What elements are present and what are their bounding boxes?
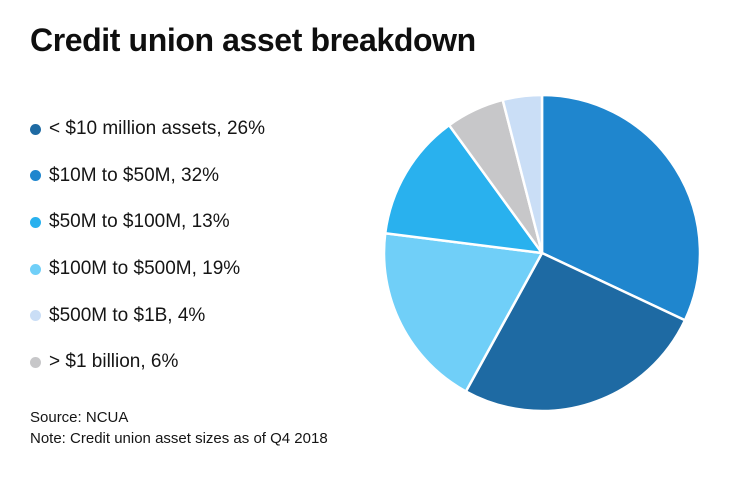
legend-bullet-icon: [30, 170, 41, 182]
legend-item: $10M to $50M, 32%: [30, 153, 265, 200]
legend-item: < $10 million assets, 26%: [30, 106, 265, 153]
legend-label: $500M to $1B, 4%: [49, 304, 206, 326]
legend-item: $50M to $100M, 13%: [30, 199, 265, 246]
data-note: Note: Credit union asset sizes as of Q4 …: [30, 430, 328, 447]
source-note: Source: NCUA: [30, 409, 129, 426]
legend-bullet-icon: [30, 356, 41, 368]
pie-slice: [540, 93, 702, 322]
legend-label: $50M to $100M, 13%: [49, 211, 230, 233]
pie-chart: [382, 93, 702, 413]
pie-slice: [501, 93, 544, 255]
pie-slice: [384, 123, 544, 255]
pie-chart-area: [380, 91, 704, 415]
chart-title: Credit union asset breakdown: [30, 22, 476, 58]
pie-slice: [382, 231, 544, 393]
chart-footer: Source: NCUA Note: Credit union asset si…: [30, 407, 328, 449]
legend-bullet-icon: [30, 123, 41, 135]
legend-label: < $10 million assets, 26%: [49, 118, 265, 140]
legend-bullet-icon: [30, 263, 41, 275]
legend-label: $10M to $50M, 32%: [49, 164, 220, 186]
legend-label: $100M to $500M, 19%: [49, 258, 241, 280]
legend-bullet-icon: [30, 310, 41, 322]
legend-label: > $1 billion, 6%: [49, 351, 179, 373]
legend-item: $100M to $500M, 19%: [30, 246, 265, 293]
legend-item: $500M to $1B, 4%: [30, 292, 265, 339]
chart-legend: < $10 million assets, 26% $10M to $50M, 3…: [30, 106, 265, 386]
legend-bullet-icon: [30, 216, 41, 228]
legend-item: > $1 billion, 6%: [30, 339, 265, 386]
